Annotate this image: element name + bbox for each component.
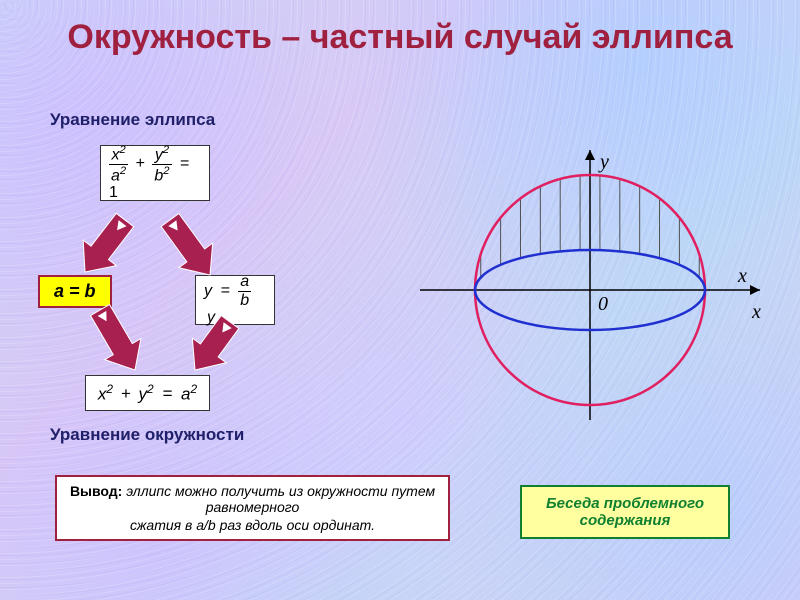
subtitle-ellipse: Уравнение эллипса [50, 110, 215, 130]
discuss-l2: содержания [532, 512, 718, 529]
subtitle-circle: Уравнение окружности [50, 425, 244, 445]
var: b [154, 167, 163, 184]
num: a [238, 273, 251, 291]
equation-ellipse: x2 a2 + y2 b2 = 1 [100, 145, 210, 201]
page-title: Окружность – частный случай эллипса [0, 18, 800, 57]
lhs: y [204, 282, 212, 299]
discuss-box: Беседа проблемного содержания [520, 485, 730, 539]
var: a [111, 167, 120, 184]
rhs: 1 [109, 184, 118, 201]
conclusion-body1: эллипс можно получить из окружности путе… [122, 483, 435, 515]
discuss-l1: Беседа проблемного [532, 495, 718, 512]
rhs: y [207, 309, 215, 326]
t2: y [138, 384, 147, 403]
var: y [155, 146, 163, 163]
conclusion-box: Вывод: эллипс можно получить из окружнос… [55, 475, 450, 541]
conclusion-lead: Вывод: [70, 483, 122, 499]
a-equals-b-box: a = b [38, 275, 112, 308]
equation-yscale: y = a b y [195, 275, 275, 325]
equation-circle: x2 + y2 = a2 [85, 375, 210, 411]
den: b [238, 292, 251, 310]
conclusion-body2: сжатия в a/b раз вдоль оси ординат. [67, 517, 438, 533]
